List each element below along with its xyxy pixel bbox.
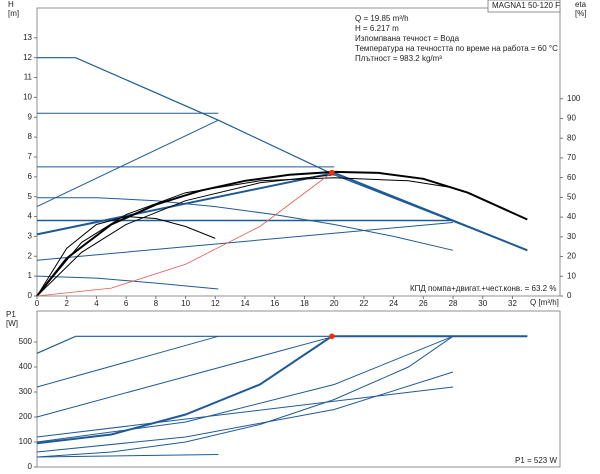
y2-tick-label: 50 [567, 192, 576, 201]
x-tick-label: 8 [154, 299, 159, 308]
info-line: Плътност = 983.2 kg/m³ [355, 54, 442, 63]
operating-point [329, 169, 335, 176]
y-tick-label: 4 [28, 212, 33, 221]
y-tick-label: 3 [28, 232, 33, 241]
info-line: Q = 19.85 m³/h [355, 14, 409, 23]
curve [36, 454, 219, 458]
x-tick-label: 26 [419, 299, 428, 308]
curve [36, 174, 335, 297]
curve [36, 119, 219, 208]
x-tick-label: 14 [241, 299, 250, 308]
info-line: Температура на течността по време на раб… [355, 44, 558, 53]
x-tick-label: 20 [330, 299, 339, 308]
curve [36, 335, 454, 458]
curve [36, 222, 454, 261]
x-tick-label: 28 [449, 299, 458, 308]
x-tick-label: 30 [478, 299, 487, 308]
y2-tick-label: 80 [567, 133, 576, 142]
y-unit: [m] [8, 9, 19, 18]
info-line: H = 6.217 m [355, 24, 399, 33]
y2-tick-label: 70 [567, 153, 576, 162]
curve [36, 171, 528, 252]
y-tick-label: 200 [19, 412, 33, 421]
y2-unit: [%] [575, 9, 587, 18]
x-tick-label: 0 [35, 299, 40, 308]
curve [36, 216, 216, 297]
y-tick-label: 13 [23, 33, 32, 42]
curve [36, 275, 219, 290]
y2-label: eta [575, 0, 587, 9]
y2-tick-label: 60 [567, 173, 576, 182]
y-tick-label: 400 [19, 362, 33, 371]
x-tick-label: 2 [64, 299, 69, 308]
y-tick-label: 5 [28, 192, 33, 201]
curve [37, 197, 454, 251]
y2-tick-label: 40 [567, 212, 576, 221]
x-tick-label: 22 [359, 299, 368, 308]
curve [36, 335, 219, 388]
bottom-frame [36, 310, 561, 468]
top-frame [36, 7, 561, 297]
model: MAGNA1 50-120 F [492, 1, 560, 10]
curve [36, 386, 454, 438]
y2-tick-label: 100 [567, 94, 581, 103]
y-label: P1 [6, 310, 16, 319]
x-tick-label: 10 [181, 299, 190, 308]
x-label: Q [m³/h] [530, 298, 559, 307]
y-tick-label: 0 [28, 291, 33, 300]
x-tick-label: 4 [94, 299, 99, 308]
y-tick-label: 10 [23, 92, 32, 101]
y-tick-label: 11 [24, 73, 33, 82]
y-tick-label: 9 [28, 112, 33, 121]
curve [36, 177, 454, 297]
curve [36, 172, 333, 297]
curve [36, 371, 454, 453]
y-tick-label: 6 [28, 172, 33, 181]
y2-tick-label: 30 [567, 232, 576, 241]
curve [36, 170, 528, 297]
curve [36, 335, 454, 443]
efficiency-label: КПД помпа+двигат.+чест.конв. = 63.2 % [410, 284, 556, 293]
y2-tick-label: 20 [567, 252, 576, 261]
y2-tick-label: 10 [567, 271, 576, 280]
info-line: Изпомпвана течност = Вода [355, 34, 460, 43]
y-tick-label: 500 [19, 337, 33, 346]
x-tick-label: 32 [508, 299, 517, 308]
curve [36, 335, 335, 418]
x-tick-label: 12 [211, 299, 220, 308]
y-tick-label: 300 [19, 387, 33, 396]
model-box [487, 0, 561, 13]
y-tick-label: 2 [28, 251, 33, 260]
p1-label: P1 = 523 W [515, 456, 557, 465]
x-tick-label: 6 [124, 299, 129, 308]
y-unit: [W] [6, 319, 18, 328]
y-tick-label: 1 [28, 271, 33, 280]
y-tick-label: 12 [23, 53, 32, 62]
y2-tick-label: 90 [567, 114, 576, 123]
x-tick-label: 16 [270, 299, 279, 308]
y2-tick-label: 0 [567, 291, 572, 300]
x-tick-label: 24 [389, 299, 398, 308]
curve [36, 335, 528, 445]
y-tick-label: 8 [28, 132, 33, 141]
y-tick-label: 100 [19, 437, 33, 446]
y-tick-label: 0 [28, 462, 33, 471]
x-tick-label: 18 [300, 299, 309, 308]
y-tick-label: 7 [28, 152, 33, 161]
y-label: H [8, 0, 14, 9]
operating-point [329, 333, 335, 340]
